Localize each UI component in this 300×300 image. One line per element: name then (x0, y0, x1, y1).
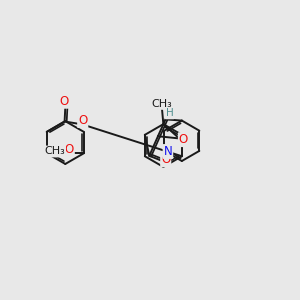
Text: O: O (60, 95, 69, 108)
Text: O: O (161, 153, 170, 167)
Text: CH₃: CH₃ (44, 146, 65, 157)
Text: N: N (164, 145, 172, 158)
Text: CH₃: CH₃ (152, 99, 172, 109)
Text: O: O (64, 142, 74, 156)
Text: O: O (179, 133, 188, 146)
Text: H: H (166, 108, 173, 118)
Text: O: O (78, 114, 87, 127)
